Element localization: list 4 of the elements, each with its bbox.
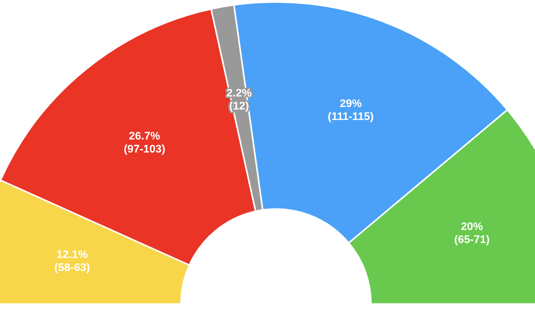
data-label: 26.7% (97-103) bbox=[124, 130, 166, 156]
data-label: 20% (65-71) bbox=[454, 221, 490, 246]
data-label: 12.1% (58-63) bbox=[54, 248, 90, 274]
data-label: 29% (111-115) bbox=[328, 98, 374, 123]
